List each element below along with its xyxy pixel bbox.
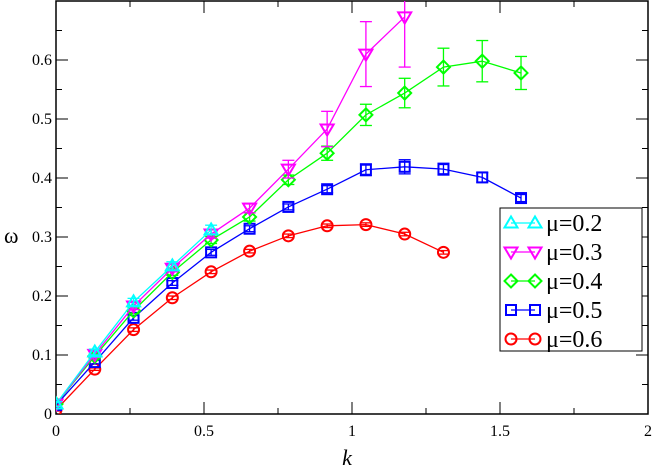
legend-item-mu-0.5: μ=0.5 — [505, 298, 602, 324]
legend-label: μ=0.3 — [546, 240, 602, 266]
series-line — [56, 60, 522, 405]
circle-marker-icon — [359, 218, 373, 232]
y-tick-label: 0.3 — [32, 229, 52, 246]
series-mu-0.3 — [56, 1, 413, 413]
circle-marker-icon — [127, 323, 141, 337]
circle-marker-icon — [436, 245, 450, 259]
legend-item-mu-0.4: μ=0.4 — [503, 269, 602, 295]
legend-label: μ=0.5 — [546, 298, 602, 324]
series-line — [56, 16, 406, 405]
x-tick-label: 2 — [644, 423, 652, 440]
circle-marker-icon — [204, 265, 218, 279]
series-mu-0.5 — [56, 159, 528, 412]
y-tick-label: 0.5 — [32, 111, 52, 128]
legend-label: μ=0.2 — [546, 211, 602, 237]
y-tick-label: 0.2 — [32, 288, 52, 305]
y-axis-title: ω — [4, 223, 18, 248]
y-tick-label: 0.6 — [32, 52, 52, 69]
diamond-marker-icon — [435, 59, 452, 75]
square-marker-icon — [437, 163, 450, 176]
triangle-up-legend-icon — [526, 214, 544, 229]
y-tick-label: 0.4 — [32, 170, 52, 187]
diamond-marker-icon — [125, 302, 142, 319]
square-legend-icon — [529, 304, 541, 316]
diamond-marker-icon — [396, 85, 413, 101]
series-mu-0.4 — [56, 39, 529, 412]
triangle-down-marker-icon — [357, 48, 375, 63]
legend-label: μ=0.4 — [546, 269, 602, 295]
x-tick-label: 1.5 — [490, 423, 510, 440]
circle-legend-icon — [504, 332, 518, 346]
circle-marker-icon — [398, 227, 412, 241]
circle-legend-icon — [528, 332, 542, 346]
square-legend-icon — [505, 304, 517, 316]
legend-box — [499, 207, 643, 352]
circle-marker-icon — [320, 219, 334, 233]
triangle-up-legend-icon — [502, 214, 520, 229]
triangle-up-marker-icon — [125, 293, 142, 308]
square-marker-icon — [398, 160, 411, 173]
square-marker-icon — [515, 192, 528, 205]
triangle-down-marker-icon — [56, 398, 65, 413]
circle-marker-icon — [281, 229, 295, 243]
diamond-marker-icon — [513, 65, 529, 81]
diamond-legend-icon — [503, 273, 519, 289]
diamond-marker-icon — [357, 106, 374, 123]
x-axis-title: k — [342, 445, 353, 470]
circle-marker-icon — [243, 244, 257, 258]
triangle-up-marker-icon — [164, 257, 181, 272]
legend-item-mu-0.3: μ=0.3 — [502, 240, 602, 266]
square-marker-icon — [282, 200, 295, 213]
legend-item-mu-0.6: μ=0.6 — [504, 327, 602, 353]
triangle-down-marker-icon — [280, 163, 297, 178]
diamond-marker-icon — [241, 209, 258, 225]
triangle-down-legend-icon — [502, 246, 520, 261]
legend-item-mu-0.2: μ=0.2 — [502, 211, 602, 237]
x-tick-label: 1 — [348, 423, 356, 440]
y-tick-label: 0 — [44, 406, 52, 423]
triangle-up-marker-icon — [86, 343, 104, 358]
square-marker-icon — [359, 163, 372, 176]
triangle-up-marker-icon — [202, 221, 220, 236]
diamond-marker-icon — [474, 53, 491, 70]
axes: 0 0.5 1 1.5 2 0 0.1 0.2 0.3 0.4 0.5 0.6 — [32, 0, 652, 440]
x-tick-label: 0.5 — [194, 423, 214, 440]
triangle-down-marker-icon — [318, 123, 336, 138]
triangle-down-marker-icon — [396, 11, 413, 26]
triangle-up-marker-icon — [56, 395, 65, 410]
legend-label: μ=0.6 — [546, 327, 602, 353]
diamond-marker-icon — [319, 145, 336, 162]
triangle-down-marker-icon — [241, 202, 258, 217]
series-layer — [56, 1, 529, 414]
circle-marker-icon — [165, 291, 179, 305]
y-tick-label: 0.1 — [32, 347, 52, 364]
square-marker-icon — [476, 171, 489, 184]
triangle-down-legend-icon — [526, 246, 544, 261]
diamond-legend-icon — [527, 273, 543, 289]
series-mu-0.2 — [56, 221, 220, 410]
x-tick-label: 0 — [52, 423, 60, 440]
series-mu-0.6 — [56, 218, 450, 414]
square-marker-icon — [321, 183, 334, 196]
legend: μ=0.2 μ=0.3 μ=0.4 μ=0.5 μ=0.6 — [499, 207, 643, 353]
